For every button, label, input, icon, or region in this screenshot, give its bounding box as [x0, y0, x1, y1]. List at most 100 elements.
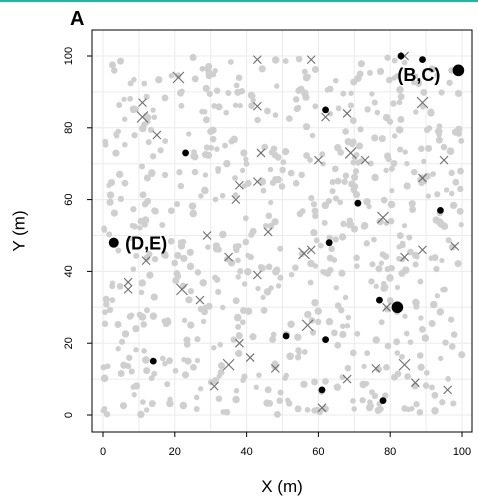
background-point: [193, 406, 200, 412]
background-point: [126, 313, 134, 320]
background-point: [421, 334, 430, 342]
background-point: [371, 392, 379, 400]
background-point: [260, 307, 268, 314]
background-point: [194, 336, 201, 343]
cross-point: [416, 96, 429, 109]
cross-stroke: [410, 378, 420, 388]
background-point: [199, 279, 207, 287]
background-point: [177, 182, 185, 190]
background-point: [137, 410, 145, 419]
background-point: [404, 160, 410, 167]
background-point: [151, 207, 158, 214]
background-point: [102, 295, 110, 303]
background-point: [430, 171, 437, 177]
background-point: [255, 285, 261, 292]
background-point: [143, 407, 150, 413]
background-point: [151, 114, 158, 121]
background-point: [334, 302, 342, 309]
background-point: [212, 196, 219, 203]
background-point: [416, 408, 424, 416]
background-point: [384, 54, 391, 61]
background-point: [451, 128, 459, 136]
cross-stroke: [138, 98, 147, 108]
background-point: [265, 212, 273, 220]
background-point: [209, 135, 217, 143]
cross-point: [301, 319, 314, 332]
background-point: [394, 73, 401, 79]
background-point: [130, 206, 137, 213]
background-point: [338, 233, 347, 241]
background-point: [312, 212, 319, 220]
background-point: [267, 166, 274, 173]
background-point: [319, 151, 326, 158]
background-point: [164, 381, 171, 388]
background-point: [395, 126, 404, 134]
background-point: [232, 297, 240, 305]
focal-point: [108, 237, 119, 248]
background-point: [296, 210, 304, 218]
y-axis-label: Y (m): [9, 210, 28, 251]
background-point: [364, 350, 371, 357]
background-point: [211, 345, 217, 351]
background-point: [361, 363, 367, 370]
cross-stroke: [252, 55, 262, 64]
cross-stroke: [252, 101, 262, 111]
background-point: [174, 273, 182, 280]
focal-point: [282, 332, 290, 340]
background-point: [396, 99, 403, 106]
background-point: [101, 227, 108, 233]
focal-point: [322, 106, 329, 114]
focal-point: [379, 397, 387, 405]
background-point: [413, 303, 420, 310]
background-point: [304, 310, 312, 319]
background-point: [332, 236, 339, 243]
background-point: [386, 274, 394, 282]
cross-stroke: [306, 245, 316, 255]
x-tick-label: 40: [240, 446, 252, 458]
cross-point: [235, 338, 244, 348]
background-point: [412, 261, 419, 268]
cross-point: [306, 55, 316, 64]
background-point: [367, 399, 373, 405]
background-point: [445, 376, 452, 382]
cross-point: [439, 155, 449, 165]
background-point: [292, 179, 300, 187]
background-point: [350, 398, 356, 404]
background-point: [376, 217, 384, 226]
background-point: [100, 374, 109, 383]
cross-stroke: [416, 96, 429, 109]
y-tick-label: 60: [63, 193, 75, 205]
background-point: [212, 68, 218, 74]
background-point: [287, 320, 295, 328]
background-point: [434, 191, 441, 198]
background-point: [188, 202, 197, 210]
background-point: [269, 335, 277, 343]
background-point: [448, 243, 456, 251]
background-point: [143, 93, 150, 100]
background-point: [445, 237, 452, 244]
background-point: [187, 321, 195, 329]
background-point: [334, 177, 342, 185]
background-point: [282, 58, 289, 65]
cross-point: [400, 252, 409, 262]
background-point: [314, 307, 322, 315]
background-point: [208, 144, 215, 151]
background-point: [122, 116, 128, 122]
background-point: [193, 394, 200, 401]
background-point: [140, 399, 146, 405]
background-point: [428, 319, 436, 328]
background-point: [391, 133, 398, 139]
background-point: [132, 382, 141, 390]
cross-point: [176, 283, 188, 296]
background-point: [131, 391, 137, 398]
background-point: [245, 307, 253, 315]
cross-stroke: [400, 252, 409, 262]
background-point: [144, 197, 152, 205]
background-point: [114, 320, 122, 328]
background-point: [376, 67, 385, 75]
background-point: [420, 88, 428, 96]
background-point: [277, 274, 284, 281]
background-point: [297, 85, 305, 93]
background-point: [334, 341, 342, 349]
background-point: [317, 242, 324, 249]
